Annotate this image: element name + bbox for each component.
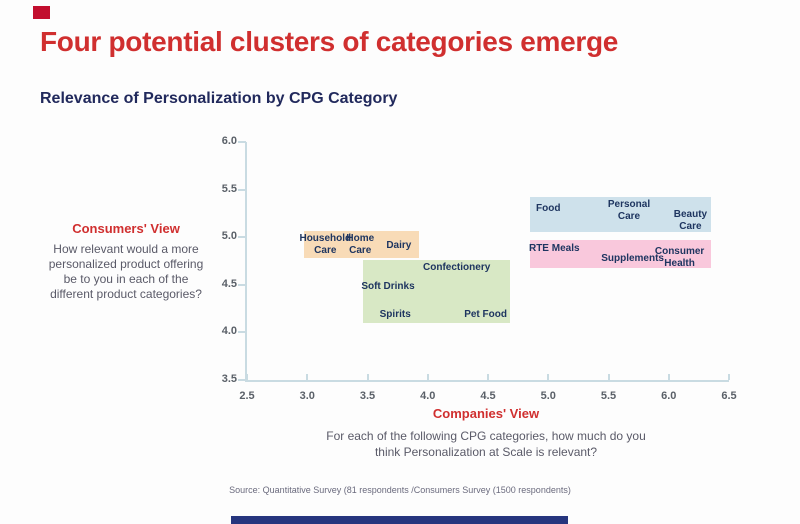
x-tick-mark bbox=[306, 374, 309, 380]
source-note: Source: Quantitative Survey (81 responde… bbox=[229, 485, 571, 495]
x-tick-mark bbox=[607, 374, 610, 380]
chart-title: Relevance of Personalization by CPG Cate… bbox=[40, 90, 398, 107]
x-tick-mark bbox=[366, 374, 369, 380]
page-title: Four potential clusters of categories em… bbox=[40, 26, 619, 57]
y-tick-mark bbox=[238, 379, 246, 381]
category-label: Supplements bbox=[601, 253, 664, 265]
x-tick-label: 4.0 bbox=[420, 390, 436, 402]
cluster-box-food-personal-beauty bbox=[530, 197, 711, 233]
x-tick-mark bbox=[426, 374, 429, 380]
cluster-box-rte-supplements-consumerhealth bbox=[530, 240, 711, 268]
x-tick-label: 4.5 bbox=[480, 390, 496, 402]
companies-view-question: For each of the following CPG categories… bbox=[326, 429, 646, 459]
category-label: Confectionery bbox=[423, 261, 491, 273]
x-tick-label: 2.5 bbox=[239, 390, 255, 402]
y-tick-label: 5.5 bbox=[221, 182, 237, 195]
companies-view-label: Companies' View bbox=[432, 406, 540, 421]
category-label: Consumer Health bbox=[654, 246, 705, 270]
category-label: Home Care bbox=[346, 232, 375, 256]
cluster-box-confectionery-drinks-spirits-petfood bbox=[362, 260, 510, 323]
y-tick-mark bbox=[238, 331, 246, 334]
y-tick-mark bbox=[238, 283, 246, 286]
category-label: Food bbox=[536, 202, 561, 214]
y-tick-label: 4.5 bbox=[221, 277, 237, 290]
category-label: RTE Meals bbox=[528, 242, 580, 254]
y-tick-label: 5.0 bbox=[221, 230, 237, 243]
y-tick-label: 6.0 bbox=[221, 135, 237, 147]
consumers-view-note: Consumers' View How relevant would a mor… bbox=[28, 221, 224, 302]
x-tick-label: 6.5 bbox=[721, 390, 737, 402]
y-tick-label: 3.5 bbox=[221, 373, 237, 385]
x-tick-mark bbox=[246, 374, 248, 380]
consumers-view-question: How relevant would a more personalized p… bbox=[48, 242, 204, 301]
consumers-view-label: Consumers' View bbox=[72, 221, 180, 236]
scatter-plot: 6.0 5.5 5.0 4.5 4.0 3.5 2.5 3.0 3.5 4.0 4.5 5.0 5.5 6… bbox=[222, 135, 737, 402]
x-tick-label: 3.0 bbox=[299, 390, 315, 402]
category-label: Dairy bbox=[386, 239, 412, 251]
x-tick-mark bbox=[547, 374, 550, 380]
x-tick-label: 5.0 bbox=[540, 390, 556, 402]
y-tick-mark bbox=[238, 236, 246, 239]
brand-mark bbox=[33, 6, 50, 19]
y-tick-mark bbox=[238, 141, 246, 143]
category-label: Personal Care bbox=[607, 198, 651, 222]
x-tick-label: 5.5 bbox=[600, 390, 617, 402]
category-label: Pet Food bbox=[464, 309, 507, 321]
category-label: Beauty Care bbox=[673, 209, 708, 233]
y-tick-mark bbox=[238, 188, 246, 191]
x-tick-label: 3.5 bbox=[359, 390, 376, 402]
x-tick-mark bbox=[667, 374, 670, 380]
cluster-box-household-home-dairy bbox=[303, 231, 420, 259]
y-tick-label: 4.0 bbox=[221, 325, 237, 338]
category-label: Spirits bbox=[379, 309, 411, 321]
x-tick-mark bbox=[728, 374, 730, 380]
category-label: Soft Drinks bbox=[361, 280, 415, 292]
x-tick-mark bbox=[487, 374, 489, 380]
footer-bar bbox=[231, 516, 568, 524]
category-label: Household Care bbox=[299, 232, 352, 256]
x-tick-label: 6.0 bbox=[661, 390, 677, 402]
